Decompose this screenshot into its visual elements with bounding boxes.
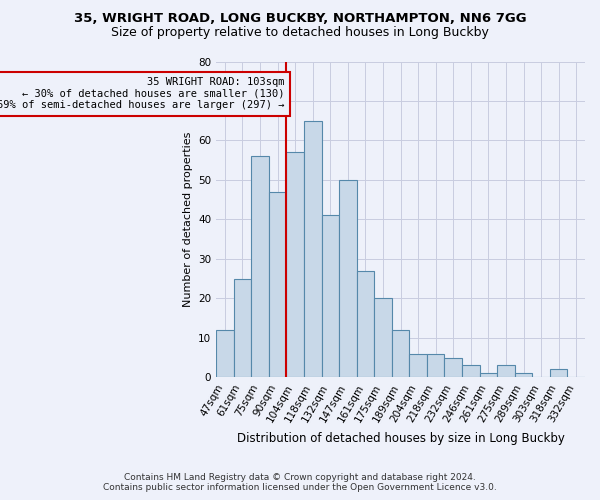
Bar [251, 156, 269, 378]
Bar [234, 278, 251, 378]
Bar [497, 366, 515, 378]
Bar [339, 180, 356, 378]
Bar [427, 354, 445, 378]
Bar [515, 374, 532, 378]
Bar [392, 330, 409, 378]
Text: Contains HM Land Registry data © Crown copyright and database right 2024.
Contai: Contains HM Land Registry data © Crown c… [103, 473, 497, 492]
Bar [322, 216, 339, 378]
Bar [216, 330, 234, 378]
Bar [374, 298, 392, 378]
Bar [286, 152, 304, 378]
Bar [462, 366, 479, 378]
Text: Size of property relative to detached houses in Long Buckby: Size of property relative to detached ho… [111, 26, 489, 39]
X-axis label: Distribution of detached houses by size in Long Buckby: Distribution of detached houses by size … [236, 432, 565, 445]
Bar [409, 354, 427, 378]
Bar [479, 374, 497, 378]
Text: 35 WRIGHT ROAD: 103sqm
← 30% of detached houses are smaller (130)
69% of semi-de: 35 WRIGHT ROAD: 103sqm ← 30% of detached… [0, 78, 284, 110]
Text: 35, WRIGHT ROAD, LONG BUCKBY, NORTHAMPTON, NN6 7GG: 35, WRIGHT ROAD, LONG BUCKBY, NORTHAMPTO… [74, 12, 526, 26]
Bar [269, 192, 286, 378]
Bar [304, 120, 322, 378]
Bar [356, 270, 374, 378]
Bar [550, 370, 568, 378]
Y-axis label: Number of detached properties: Number of detached properties [182, 132, 193, 307]
Bar [445, 358, 462, 378]
